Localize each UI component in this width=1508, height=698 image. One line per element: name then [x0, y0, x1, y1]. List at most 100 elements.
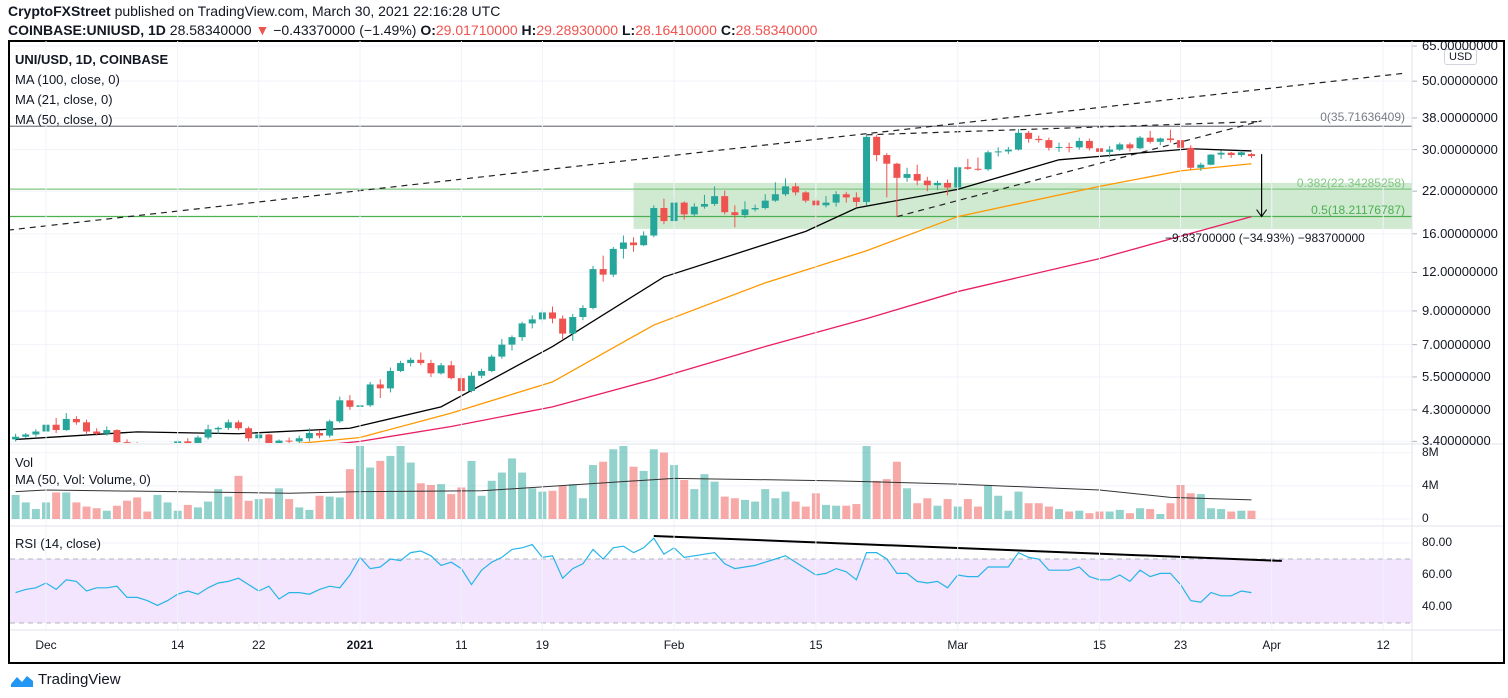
volume-bar: [234, 475, 243, 519]
x-tick-label: 15: [809, 638, 823, 652]
volume-bar: [973, 506, 982, 519]
publisher-name[interactable]: CryptoFXStreet: [8, 3, 111, 19]
candle-body: [447, 365, 455, 379]
volume-bar: [649, 449, 658, 519]
legend-ma50[interactable]: MA (50, close, 0): [15, 112, 113, 127]
candle-body: [923, 180, 931, 186]
volume-bar: [72, 502, 81, 519]
candle-body: [1166, 138, 1174, 141]
legend-rsi[interactable]: RSI (14, close): [15, 536, 101, 551]
candle-body: [1014, 132, 1022, 150]
volume-bar: [123, 500, 132, 519]
volume-bar: [214, 489, 223, 519]
candle-body: [771, 194, 779, 201]
volume-bar: [994, 495, 1003, 519]
candle-body: [275, 440, 283, 443]
rsi-line: [15, 537, 1252, 607]
ma-line: [15, 148, 1252, 441]
candle-body: [984, 152, 992, 170]
candle-body: [863, 136, 871, 202]
ma-line: [337, 215, 1252, 443]
volume-bar: [133, 497, 142, 519]
candle-body: [802, 192, 810, 201]
candle-body: [731, 212, 739, 216]
volume-bar: [11, 494, 20, 519]
x-tick-label: Feb: [663, 638, 685, 652]
candle-body: [1045, 140, 1053, 148]
candle-body: [498, 344, 506, 357]
candle-body: [1156, 138, 1164, 142]
volume-bar: [984, 484, 993, 519]
currency-badge[interactable]: USD: [1444, 49, 1478, 65]
candle-body: [164, 445, 171, 448]
volume-bar: [1085, 513, 1094, 519]
candle-body: [528, 319, 536, 324]
volume-bar: [892, 461, 901, 519]
rsi-pane: [10, 534, 1412, 624]
volume-bar: [426, 484, 435, 519]
fib-level-label: 0.382(22.34285258): [1296, 176, 1405, 191]
low-label: L:: [621, 22, 636, 38]
volume-bar: [1146, 509, 1155, 519]
candle-body: [214, 427, 222, 430]
candle-body: [366, 384, 374, 406]
candle-body: [508, 337, 516, 345]
candle-body: [1217, 152, 1225, 155]
candle-body: [680, 202, 688, 215]
candle-body: [964, 167, 972, 169]
volume-bar: [487, 480, 496, 519]
volume-bar: [862, 446, 871, 519]
volume-bar: [1237, 510, 1246, 519]
candle-body: [184, 441, 192, 443]
legend-ma100[interactable]: MA (100, close, 0): [15, 72, 120, 87]
volume-bar: [345, 469, 354, 519]
candle-body: [761, 200, 769, 209]
volume-bar: [629, 466, 638, 519]
volume-bar: [599, 461, 608, 519]
symbol-name: COINBASE:UNIUSD, 1D: [8, 22, 166, 38]
candle-body: [72, 418, 80, 423]
volume-bar: [21, 502, 30, 519]
candle-body: [1136, 137, 1144, 149]
candle-body: [467, 375, 475, 392]
candle-body: [913, 174, 921, 181]
candle-body: [376, 384, 384, 389]
candle-body: [700, 203, 708, 207]
candle-body: [1126, 144, 1134, 149]
candle-body: [579, 307, 587, 318]
candle-body: [103, 430, 111, 434]
volume-bar: [528, 488, 537, 519]
volume-bar: [497, 472, 506, 519]
volume-bar: [447, 494, 456, 519]
open-label: O:: [420, 22, 436, 38]
volume-bar: [832, 505, 841, 519]
legend-volume-ma[interactable]: MA (50, Vol: Volume, 0): [15, 472, 151, 487]
legend-ma21[interactable]: MA (21, close, 0): [15, 92, 113, 107]
volume-bar: [690, 489, 699, 519]
volume-bar: [1206, 508, 1215, 519]
candle-body: [224, 422, 232, 428]
rsi-tick-label: 80.00: [1422, 535, 1453, 549]
candle-body: [326, 421, 334, 436]
candle-body: [123, 442, 131, 443]
volume-bar: [872, 480, 881, 519]
candle-body: [346, 400, 354, 407]
volume-pane: [10, 446, 1412, 520]
volume-bar: [791, 501, 800, 519]
volume-bar: [62, 492, 71, 519]
candle-body: [427, 363, 435, 374]
candle-body: [974, 168, 982, 170]
candle-body: [204, 429, 212, 438]
candle-body: [1116, 144, 1124, 150]
legend-symbol[interactable]: UNI/USD, 1D, COINBASE: [15, 52, 169, 67]
candle-body: [397, 363, 405, 371]
x-tick-label: 19: [535, 638, 550, 652]
volume-bar: [680, 479, 689, 519]
footer-brand[interactable]: TradingView: [10, 671, 121, 688]
volume-bar: [477, 495, 486, 519]
candle-body: [640, 235, 648, 246]
measure-label: −9.83700000 (−34.93%) −983700000: [1165, 231, 1365, 245]
volume-bar: [1105, 511, 1114, 519]
legend-volume[interactable]: Vol: [15, 455, 34, 470]
